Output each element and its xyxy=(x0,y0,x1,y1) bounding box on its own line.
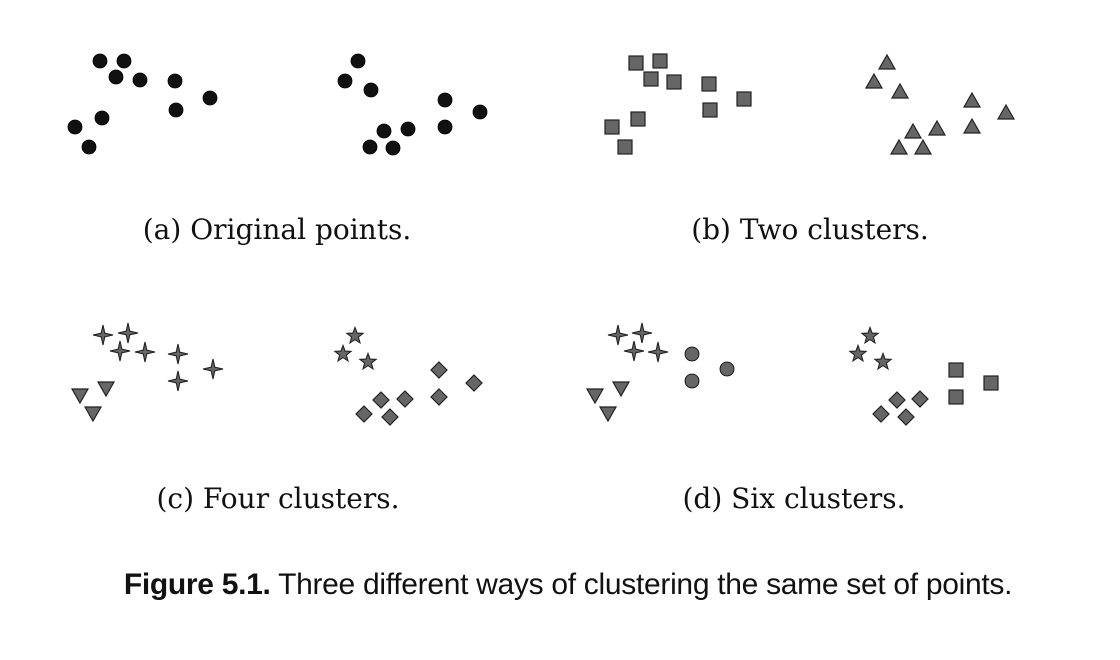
square-marker-d xyxy=(983,375,999,391)
triangle-marker-b xyxy=(889,138,909,155)
triangle-marker-b xyxy=(996,103,1016,120)
point-marker-a xyxy=(400,121,416,137)
panel-d-caption: (d) Six clusters. xyxy=(682,482,906,515)
star5-marker-c xyxy=(358,351,378,371)
star4-marker-c xyxy=(92,324,114,346)
figure-label: Figure 5.1. xyxy=(123,568,271,601)
diamond-marker-c xyxy=(372,391,390,409)
point-marker-a xyxy=(437,92,453,108)
point-marker-a xyxy=(168,102,184,118)
triangle-marker-b xyxy=(864,72,884,89)
star4-marker-d xyxy=(647,341,669,363)
square-marker-b xyxy=(652,53,668,69)
point-marker-a xyxy=(376,123,392,139)
triangle-down-marker-c xyxy=(83,406,103,423)
diamond-marker-d xyxy=(872,405,890,423)
star5-marker-d xyxy=(860,325,880,345)
star5-marker-c xyxy=(345,325,365,345)
star4-marker-d xyxy=(631,322,653,344)
square-marker-b xyxy=(630,111,646,127)
panel-b-caption: (b) Two clusters. xyxy=(691,213,929,246)
square-marker-b xyxy=(643,71,659,87)
triangle-marker-b xyxy=(962,91,982,108)
point-marker-a xyxy=(385,140,401,156)
star5-marker-c xyxy=(333,343,353,363)
triangle-down-marker-d xyxy=(598,406,618,423)
star5-marker-d xyxy=(848,343,868,363)
square-marker-b xyxy=(617,139,633,155)
point-marker-a xyxy=(362,139,378,155)
point-marker-a xyxy=(363,82,379,98)
point-marker-a xyxy=(350,53,366,69)
star4-marker-d xyxy=(607,324,629,346)
diamond-marker-c xyxy=(465,374,483,392)
star4-marker-c xyxy=(167,343,189,365)
panel-a-caption: (a) Original points. xyxy=(142,213,412,246)
triangle-down-marker-d xyxy=(585,388,605,405)
star4-marker-d xyxy=(623,340,645,362)
point-marker-a xyxy=(94,110,110,126)
square-marker-b xyxy=(702,102,718,118)
diamond-marker-d xyxy=(911,390,929,408)
point-marker-a xyxy=(337,73,353,89)
star4-marker-c xyxy=(134,341,156,363)
triangle-marker-b xyxy=(962,117,982,134)
diamond-marker-d xyxy=(897,408,915,426)
point-marker-a xyxy=(108,69,124,85)
diamond-marker-c xyxy=(430,361,448,379)
triangle-marker-b xyxy=(890,82,910,99)
diamond-marker-c xyxy=(355,405,373,423)
square-marker-b xyxy=(666,74,682,90)
diamond-marker-c xyxy=(396,390,414,408)
square-marker-d xyxy=(948,362,964,378)
point-marker-a xyxy=(202,90,218,106)
star4-marker-c xyxy=(109,340,131,362)
panel-c-caption: (c) Four clusters. xyxy=(156,482,400,515)
square-marker-b xyxy=(701,76,717,92)
star4-marker-c xyxy=(167,370,189,392)
figure-caption-text: Three different ways of clustering the s… xyxy=(278,568,1013,601)
point-marker-a xyxy=(67,119,83,135)
square-marker-d xyxy=(948,389,964,405)
circle-marker-d xyxy=(684,346,700,362)
point-marker-a xyxy=(472,104,488,120)
triangle-marker-b xyxy=(903,122,923,139)
square-marker-b xyxy=(628,55,644,71)
triangle-down-marker-c xyxy=(70,388,90,405)
diamond-marker-c xyxy=(430,388,448,406)
point-marker-a xyxy=(81,139,97,155)
diamond-marker-d xyxy=(888,391,906,409)
diamond-marker-c xyxy=(381,408,399,426)
triangle-down-marker-c xyxy=(96,381,116,398)
square-marker-b xyxy=(604,119,620,135)
figure-caption: Figure 5.1. Three different ways of clus… xyxy=(123,568,1013,602)
circle-marker-d xyxy=(684,373,700,389)
square-marker-b xyxy=(736,91,752,107)
point-marker-a xyxy=(167,73,183,89)
star4-marker-c xyxy=(202,358,224,380)
point-marker-a xyxy=(132,72,148,88)
triangle-marker-b xyxy=(927,119,947,136)
point-marker-a xyxy=(92,53,108,69)
circle-marker-d xyxy=(719,361,735,377)
triangle-down-marker-d xyxy=(611,381,631,398)
star5-marker-d xyxy=(873,351,893,371)
point-marker-a xyxy=(437,119,453,135)
triangle-marker-b xyxy=(913,138,933,155)
point-marker-a xyxy=(116,53,132,69)
triangle-marker-b xyxy=(877,53,897,70)
star4-marker-c xyxy=(117,322,139,344)
